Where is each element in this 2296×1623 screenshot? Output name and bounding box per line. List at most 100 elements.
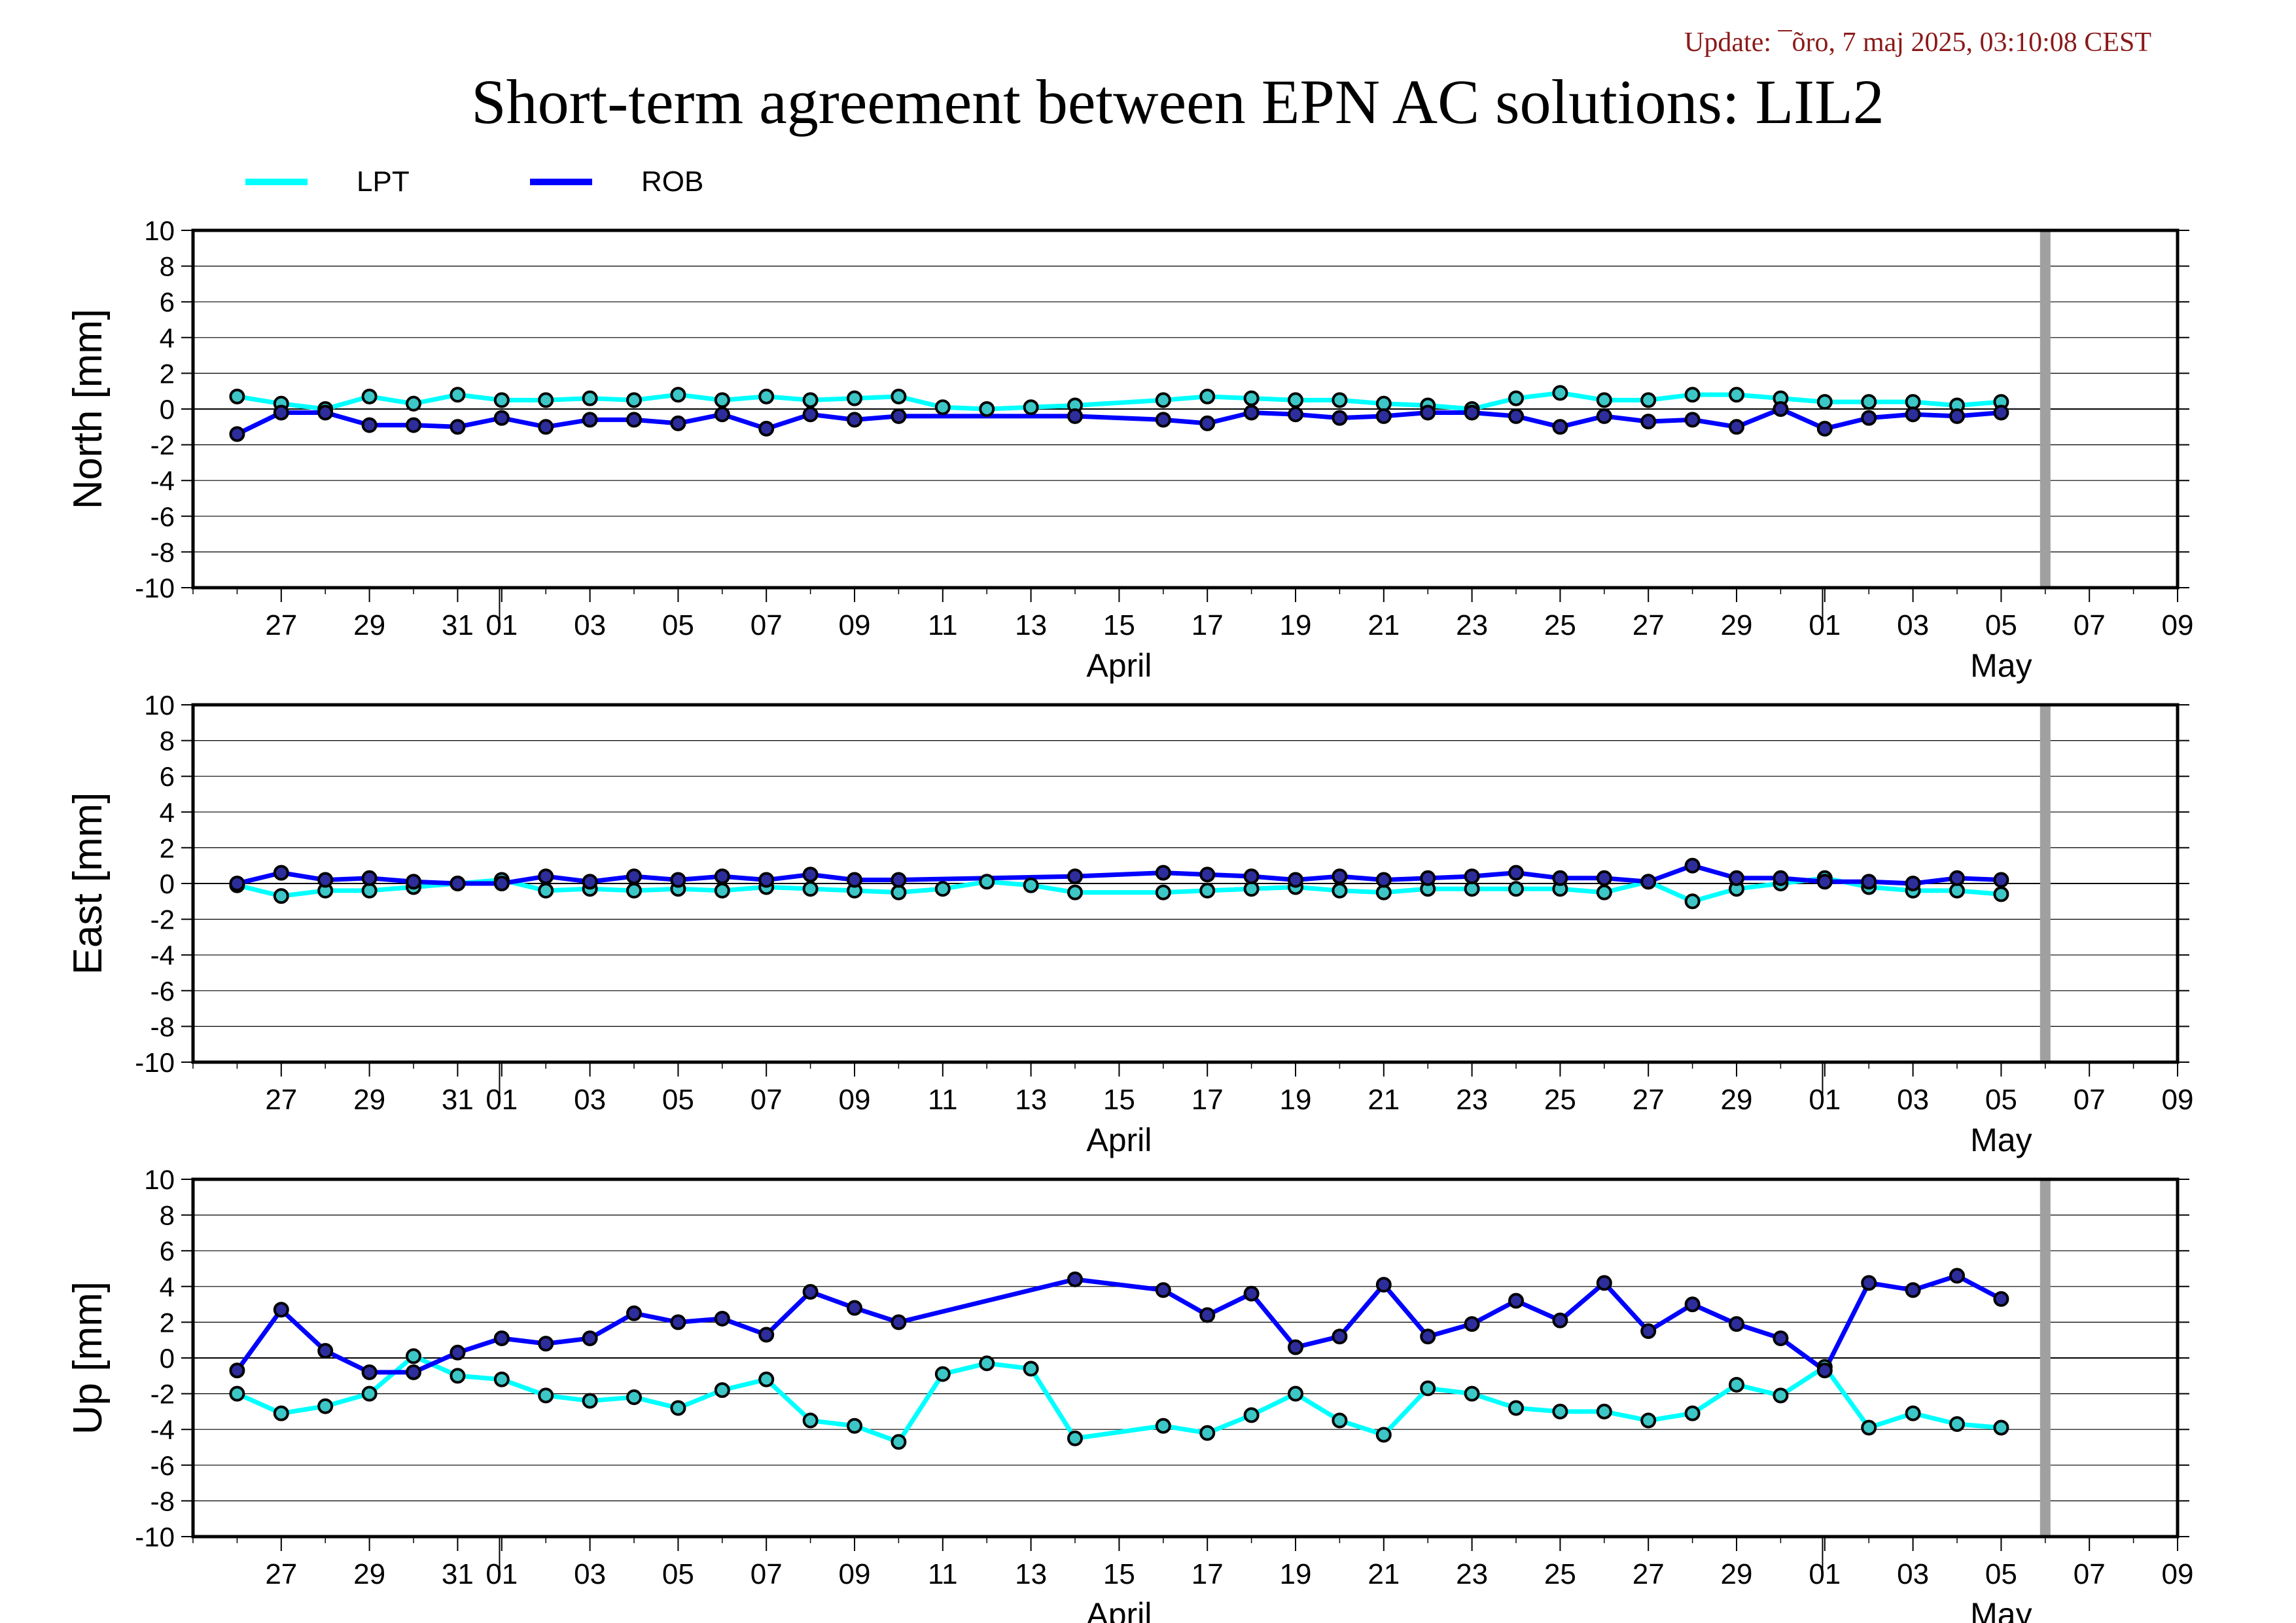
y-tick-label: 2 [160, 832, 175, 863]
data-point-lpt [1861, 1419, 1877, 1436]
data-point-rob [1640, 414, 1657, 430]
data-point-lpt [1684, 893, 1701, 910]
data-point-lpt [1067, 884, 1083, 901]
x-tick-label: 03 [1897, 1558, 1929, 1590]
x-tick-label: 23 [1456, 609, 1488, 641]
data-point-rob [847, 412, 862, 428]
data-point-rob [1640, 1323, 1657, 1340]
y-tick-label: 2 [160, 1307, 175, 1338]
data-point-rob [406, 1364, 421, 1380]
data-point-rob [1552, 1312, 1568, 1329]
data-point-rob [1949, 870, 1965, 886]
data-point-lpt [891, 884, 907, 901]
data-point-rob [626, 868, 642, 885]
panels: 10 8 6 4 2 0 -2 -4 -6 -8 -10 North [mm] 27 29 31 01 03 05… [65, 215, 2193, 1623]
data-point-rob [450, 419, 466, 435]
data-point-lpt [891, 388, 907, 404]
x-tick-label: 05 [1985, 609, 2017, 641]
x-tick-label: 07 [751, 1084, 783, 1116]
y-tick-label: -8 [150, 1486, 175, 1516]
data-point-rob [802, 866, 819, 883]
data-point-lpt [1640, 392, 1657, 408]
x-tick-label: 21 [1368, 1558, 1400, 1590]
data-point-lpt [714, 882, 730, 899]
data-point-lpt [273, 1405, 289, 1421]
data-point-lpt [1332, 882, 1348, 899]
data-point-rob [1773, 870, 1789, 886]
data-point-rob [1243, 868, 1260, 885]
data-point-rob [670, 415, 686, 431]
data-point-rob [1552, 419, 1568, 435]
y-tick-label: 4 [160, 323, 175, 353]
data-point-lpt [361, 388, 378, 404]
x-tick-label: 09 [2162, 1558, 2194, 1590]
x-tick-label: 25 [1544, 1558, 1576, 1590]
data-point-rob [1729, 1316, 1744, 1332]
x-tick-label: 05 [662, 1084, 694, 1116]
data-point-rob [1508, 408, 1524, 424]
legend: LPT ROB [245, 166, 703, 198]
data-point-rob [361, 870, 378, 886]
data-point-lpt [626, 882, 642, 899]
data-point-rob [1861, 410, 1877, 426]
data-point-rob [538, 1336, 554, 1352]
y-tick-label: -2 [150, 1379, 175, 1410]
data-point-rob [1243, 404, 1260, 421]
x-tick-label: 03 [1897, 609, 1929, 641]
data-point-lpt [1508, 390, 1524, 406]
x-tick-label: 01 [486, 609, 518, 641]
data-point-lpt [582, 1393, 598, 1409]
x-tick-label: 21 [1368, 609, 1400, 641]
x-tick-label: 29 [353, 1558, 385, 1590]
data-point-rob [714, 868, 730, 885]
x-month-label: May [1970, 1122, 2032, 1158]
data-point-rob [1729, 870, 1744, 886]
data-point-lpt [1243, 1407, 1260, 1423]
data-point-rob [1464, 1316, 1480, 1332]
data-point-rob [1332, 410, 1348, 426]
x-tick-label: 09 [2162, 609, 2194, 641]
x-tick-label: 05 [1985, 1084, 2017, 1116]
data-point-lpt [1816, 394, 1833, 410]
data-point-rob [1199, 866, 1216, 883]
data-point-rob [229, 1363, 245, 1379]
data-point-lpt [1684, 1405, 1701, 1421]
y-tick-label: -2 [150, 904, 175, 935]
data-point-lpt [1640, 1412, 1657, 1429]
data-point-lpt [1508, 1400, 1524, 1416]
data-point-rob [229, 876, 245, 891]
data-point-lpt [538, 1387, 554, 1404]
y-axis-label: East [mm] [65, 792, 111, 974]
x-tick-label: 31 [442, 1084, 474, 1116]
x-tick-label: 17 [1192, 609, 1224, 641]
data-point-rob [758, 1327, 775, 1343]
x-tick-label: 11 [928, 1558, 958, 1590]
x-tick-label: 01 [1809, 1558, 1841, 1590]
data-point-lpt [1508, 881, 1524, 897]
data-point-lpt [802, 1412, 819, 1429]
data-point-lpt [1332, 392, 1348, 408]
x-tick-label: 09 [2162, 1084, 2194, 1116]
y-tick-label: 4 [160, 797, 175, 828]
data-point-rob [1199, 1307, 1216, 1323]
y-tick-label: -10 [135, 1522, 175, 1552]
data-point-lpt [1905, 1405, 1921, 1421]
data-point-rob [1596, 870, 1612, 886]
data-point-rob [670, 1314, 686, 1330]
data-point-lpt [1684, 387, 1701, 403]
y-tick-label: -8 [150, 537, 175, 567]
x-tick-label: 07 [751, 1558, 783, 1590]
data-point-lpt [538, 882, 554, 899]
data-point-rob [1993, 1291, 2009, 1307]
data-point-rob [361, 417, 378, 433]
data-point-rob [1684, 857, 1701, 874]
data-point-lpt [1464, 1385, 1480, 1402]
data-point-rob [1905, 406, 1921, 423]
x-tick-label: 23 [1456, 1084, 1488, 1116]
data-point-rob [1905, 876, 1921, 891]
data-point-lpt [1199, 882, 1216, 899]
y-tick-label: -4 [150, 1414, 175, 1445]
data-point-rob [1596, 408, 1612, 424]
data-point-rob [1375, 408, 1392, 424]
x-tick-label: 11 [928, 1084, 958, 1116]
